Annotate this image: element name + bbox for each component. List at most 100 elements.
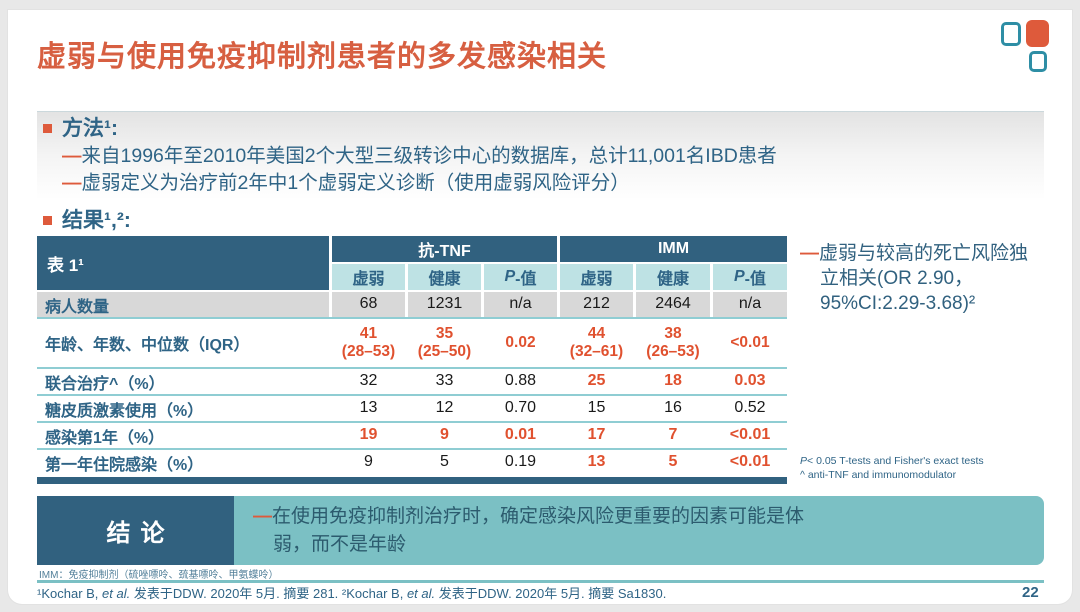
row-label: 糖皮质激素使用（%） [45, 402, 204, 420]
cell: 0.19 [504, 453, 537, 471]
cell: 12 [435, 399, 454, 417]
results-table: 表 1¹ 抗-TNF IMM 虚弱 健康 P -值 虚弱 健康 P -值 病人数量 … [37, 236, 787, 484]
cell: 44 (32–61) [569, 325, 624, 360]
subheader-healthy: 健康 [636, 264, 710, 290]
row-divider [37, 448, 787, 450]
item-dash: — [800, 243, 819, 264]
table-row: 感染第1年（%） 19 9 0.01 17 7 <0.01 [37, 423, 787, 448]
p-label: -值 [744, 271, 766, 288]
cell: 18 [664, 372, 682, 390]
bullet-list: 方法¹: —来自1996年至2010年美国2个大型三级转诊中心的数据库，总计11… [37, 114, 1037, 235]
cell: 32 [359, 372, 378, 390]
row-label: 年龄、年数、中位数（IQR） [45, 337, 250, 354]
cell: 38 (26–53) [646, 325, 700, 360]
table-row: 年龄、年数、中位数（IQR） 41 (28–53) 35 (25–50) 0.0… [37, 319, 787, 367]
table-corner-label: 表 1¹ [37, 236, 329, 290]
cell: 13 [359, 399, 378, 417]
table-bottom-bar [37, 477, 787, 484]
conclusion-label: 结论 [37, 496, 234, 565]
methods-heading: 方法¹: [62, 117, 118, 140]
cell: 0.52 [734, 399, 766, 417]
content-panel [37, 111, 1044, 200]
reference-text: ²Kochar B, [341, 586, 407, 601]
reference-etal: et al. [406, 586, 436, 601]
results-heading-row: 结果¹,²: [37, 206, 1037, 235]
cell: 33 [435, 372, 454, 390]
bullet-square-icon [43, 216, 52, 225]
cell: 15 [587, 399, 606, 417]
row-label: 病人数量 [37, 292, 329, 317]
cell: 0.03 [734, 372, 766, 390]
teal-outline-square-icon [1001, 22, 1021, 46]
methods-item-text: 来自1996年至2010年美国2个大型三级转诊中心的数据库，总计11,001名I… [81, 145, 777, 167]
cell: 16 [664, 399, 682, 417]
stats-footnote-line1-text: < 0.05 T-tests and Fisher's exact tests [807, 455, 984, 467]
column-group-anti-tnf: 抗-TNF [332, 236, 557, 262]
cell: 13 [587, 453, 606, 471]
slide-title: 虚弱与使用免疫抑制剂患者的多发感染相关 [37, 41, 608, 73]
cell: 17 [587, 426, 606, 444]
footer-divider [37, 580, 1044, 583]
methods-heading-row: 方法¹: [37, 114, 1037, 143]
subheader-pvalue: P -值 [484, 264, 557, 290]
cell: n/a [484, 292, 557, 317]
annotation-text: 虚弱与较高的死亡风险独立相关(OR 2.90，95%CI:2.29-3.68)² [819, 243, 1029, 314]
table-row: 糖皮质激素使用（%） 13 12 0.70 15 16 0.52 [37, 396, 787, 421]
table-body: 病人数量 68 1231 n/a 212 2464 n/a 年龄、年数、中位数（… [37, 292, 787, 475]
p-label: -值 [515, 271, 537, 288]
cell: 25 [587, 372, 606, 390]
orange-square-icon [1026, 20, 1049, 47]
bullet-square-icon [43, 124, 52, 133]
row-label: 感染第1年（%） [45, 429, 165, 447]
p-symbol: P [504, 268, 516, 285]
cell: 0.70 [504, 399, 537, 417]
cell: 68 [332, 292, 405, 317]
p-symbol: P [800, 455, 808, 467]
cell: 0.01 [504, 426, 537, 444]
subheader-frail: 虚弱 [332, 264, 405, 290]
cell: <0.01 [730, 334, 770, 352]
cell: 212 [560, 292, 633, 317]
cell: 5 [668, 453, 678, 471]
conclusion-text: 在使用免疫抑制剂治疗时，确定感染风险更重要的因素可能是体弱，而不是年龄 [272, 506, 805, 555]
table-subheader-row: 虚弱 健康 P -值 虚弱 健康 P -值 [332, 264, 787, 290]
mortality-annotation: —虚弱与较高的死亡风险独立相关(OR 2.90，95%CI:2.29-3.68)… [800, 241, 1034, 316]
methods-item-text: 虚弱定义为治疗前2年中1个虚弱定义诊断（使用虚弱风险评分） [81, 172, 630, 194]
stats-footnote-line1: P< 0.05 T-tests and Fisher's exact tests [800, 454, 984, 468]
references: ¹Kochar B, et al. 发表于DDW. 2020年 5月. 摘要 2… [37, 585, 997, 602]
results-heading: 结果¹,²: [62, 209, 131, 232]
cell: 9 [440, 426, 449, 444]
reference-text: 发表于DDW. 2020年 5月. 摘要 281. [130, 586, 342, 601]
column-group-imm: IMM [560, 236, 787, 262]
cell: 1231 [408, 292, 481, 317]
reference-etal: et al. [102, 586, 131, 601]
cell: 5 [440, 453, 449, 471]
page-number: 22 [1022, 584, 1039, 601]
cell: 19 [359, 426, 378, 444]
methods-item: —来自1996年至2010年美国2个大型三级转诊中心的数据库，总计11,001名… [62, 143, 1037, 170]
reference-text: 发表于DDW. 2020年 5月. 摘要 Sa1830. [435, 586, 667, 601]
cell: 0.02 [505, 334, 536, 352]
item-dash: — [62, 172, 82, 194]
cell: 9 [364, 453, 373, 471]
table-row: 联合治疗^（%） 32 33 0.88 25 18 0.03 [37, 369, 787, 394]
stats-footnote-line2: ^ anti-TNF and immunomodulator [800, 469, 957, 481]
cell: 41 (28–53) [341, 325, 396, 360]
cell: <0.01 [729, 426, 771, 444]
cell: <0.01 [729, 453, 771, 471]
subheader-frail: 虚弱 [560, 264, 633, 290]
cell: 0.88 [504, 372, 537, 390]
conclusion-text-block: —在使用免疫抑制剂治疗时，确定感染风险更重要的因素可能是体弱，而不是年龄 [253, 503, 829, 559]
subheader-healthy: 健康 [408, 264, 481, 290]
methods-item: —虚弱定义为治疗前2年中1个虚弱定义诊断（使用虚弱风险评分） [62, 170, 1037, 197]
p-symbol: P [733, 268, 745, 285]
cell: 7 [668, 426, 678, 444]
row-label: 第一年住院感染（%） [45, 456, 204, 474]
reference-text: ¹Kochar B, [37, 586, 103, 601]
row-divider [37, 421, 787, 423]
cell: n/a [713, 292, 787, 317]
cell: 2464 [636, 292, 710, 317]
table-row: 病人数量 68 1231 n/a 212 2464 n/a [37, 292, 787, 317]
teal-outline-square-icon [1029, 51, 1047, 72]
